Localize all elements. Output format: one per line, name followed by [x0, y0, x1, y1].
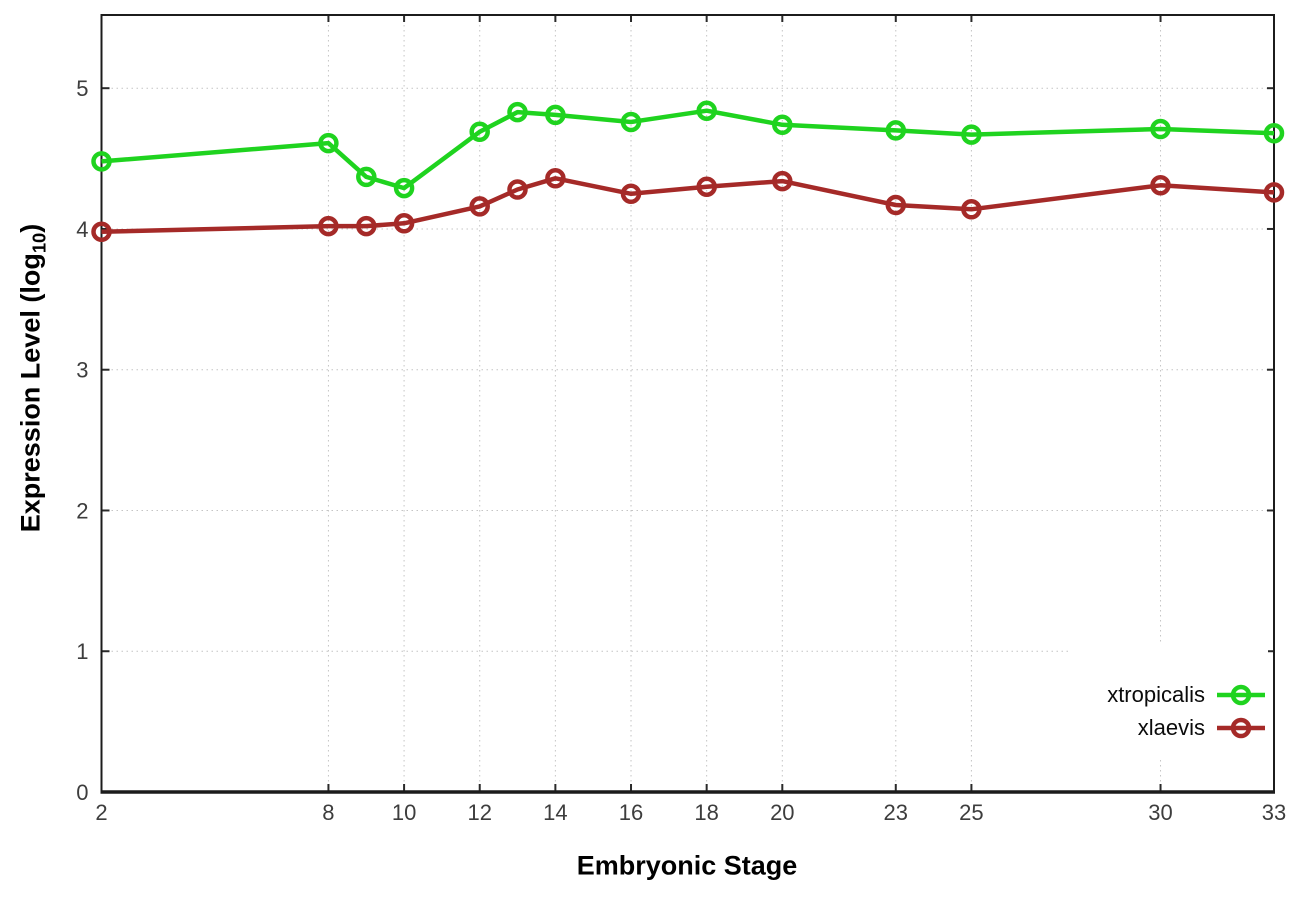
- svg-text:14: 14: [543, 800, 567, 825]
- svg-text:5: 5: [76, 76, 88, 101]
- legend-item-xtropicalis: xtropicalis: [1070, 679, 1268, 711]
- svg-text:23: 23: [884, 800, 908, 825]
- svg-text:8: 8: [322, 800, 334, 825]
- svg-text:4: 4: [76, 217, 88, 242]
- series-xlaevis: [91, 168, 1285, 243]
- y-axis-title-close: ): [15, 223, 46, 233]
- svg-text:16: 16: [619, 800, 643, 825]
- legend-label-xtropicalis: xtropicalis: [1107, 682, 1205, 707]
- legend: xtropicalis xlaevis: [1070, 643, 1268, 757]
- svg-text:20: 20: [770, 800, 794, 825]
- svg-text:33: 33: [1262, 800, 1286, 825]
- series-xtropicalis: [91, 100, 1285, 199]
- plot-border: [100, 14, 1275, 794]
- y-axis-title: Expression Level (log10): [15, 224, 50, 533]
- svg-text:1: 1: [76, 639, 88, 664]
- legend-marker-xtropicalis-icon: [1217, 684, 1265, 706]
- svg-text:2: 2: [95, 800, 107, 825]
- legend-label-xlaevis: xlaevis: [1137, 715, 1205, 740]
- svg-text:0: 0: [76, 780, 88, 805]
- svg-text:18: 18: [694, 800, 718, 825]
- y-axis-title-text: Expression Level (log: [15, 253, 46, 533]
- x-axis-title: Embryonic Stage: [576, 850, 798, 881]
- svg-text:30: 30: [1148, 800, 1172, 825]
- y-axis-title-subscript: 10: [28, 232, 50, 254]
- svg-text:3: 3: [76, 358, 88, 383]
- svg-text:25: 25: [959, 800, 983, 825]
- legend-marker-xlaevis-icon: [1217, 717, 1265, 739]
- svg-text:2: 2: [76, 498, 88, 523]
- svg-text:10: 10: [392, 800, 416, 825]
- svg-text:12: 12: [467, 800, 491, 825]
- legend-item-xlaevis: xlaevis: [1070, 712, 1268, 744]
